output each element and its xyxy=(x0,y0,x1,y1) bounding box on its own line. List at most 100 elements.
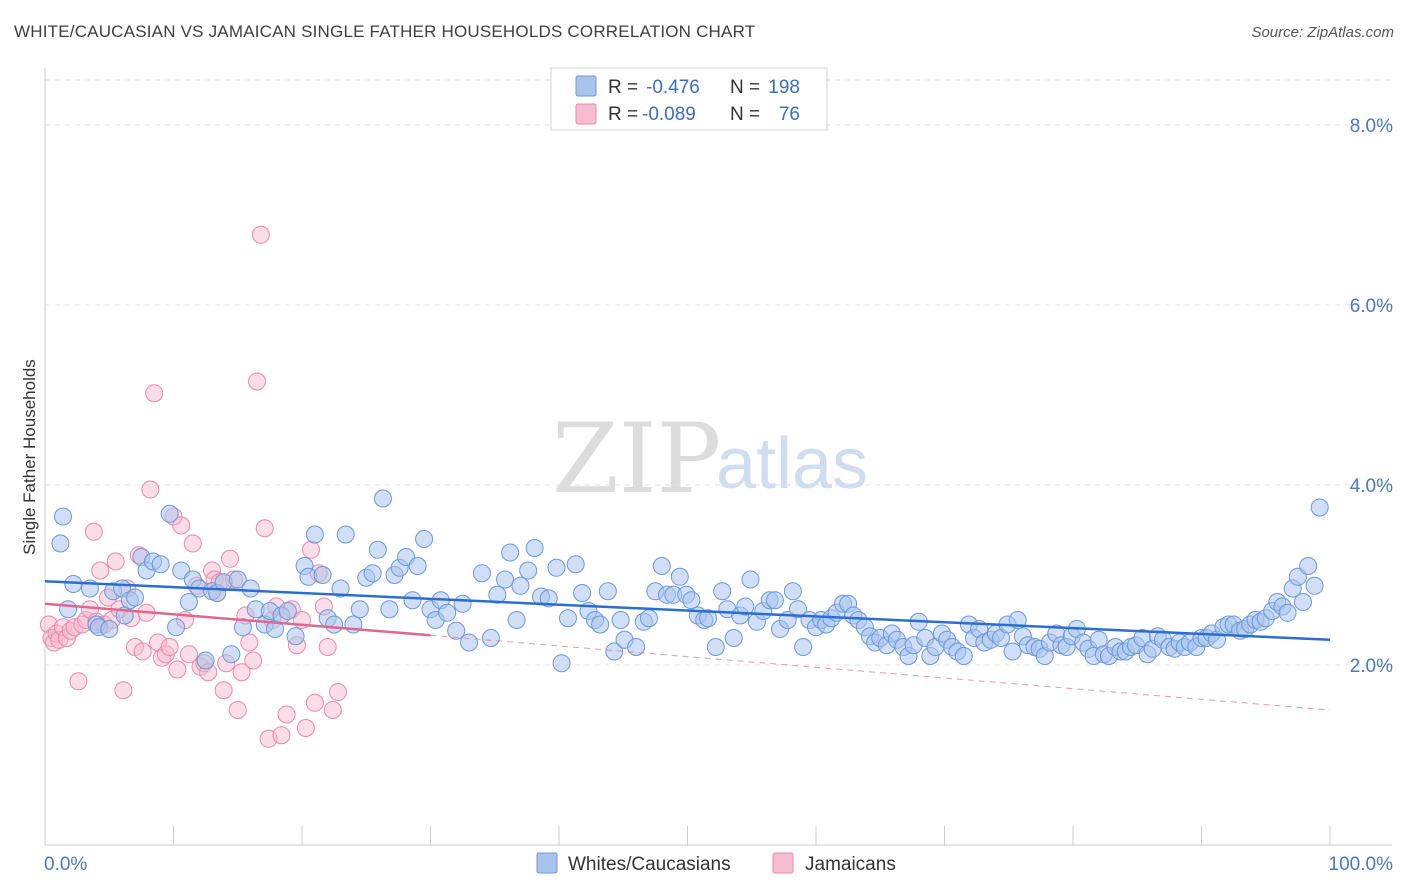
point-white xyxy=(447,621,466,640)
bottom-legend-swatch-jamaicans xyxy=(772,852,794,874)
point-jamaican xyxy=(301,540,320,559)
legend-n-label-jamaicans: N = xyxy=(730,104,760,125)
point-white xyxy=(196,651,215,670)
point-white xyxy=(652,557,671,575)
point-white xyxy=(736,597,755,616)
point-white xyxy=(100,620,119,638)
point-white xyxy=(699,609,718,628)
correlation-legend: R = -0.476 N = 198 R = -0.089 N = 76 xyxy=(550,67,828,131)
y-tick-label-0: 2.0% xyxy=(1350,656,1393,677)
legend-swatch-whites xyxy=(575,75,597,97)
point-jamaican xyxy=(179,645,198,664)
point-white xyxy=(313,566,332,584)
grid-lines xyxy=(45,79,1392,666)
trend-line-whites xyxy=(44,580,1331,642)
point-white xyxy=(519,561,538,580)
point-white xyxy=(682,591,701,610)
point-white xyxy=(228,570,247,589)
point-white xyxy=(53,507,72,526)
point-jamaican xyxy=(232,663,251,682)
point-white xyxy=(305,525,324,544)
point-jamaican xyxy=(240,633,259,652)
point-jamaican xyxy=(248,372,267,391)
point-white xyxy=(373,489,392,508)
y-tick-labels: 2.0% 4.0% 6.0% 8.0% xyxy=(1350,116,1393,677)
chart-source: Source: ZipAtlas.com xyxy=(1251,24,1394,41)
legend-n-value-jamaicans: 76 xyxy=(779,104,800,125)
bottom-legend-label-whites: Whites/Caucasians xyxy=(568,854,731,875)
point-jamaican xyxy=(84,522,103,541)
point-jamaican xyxy=(318,638,337,656)
legend-box xyxy=(550,67,828,131)
legend-n-label-whites: N = xyxy=(730,77,760,98)
point-jamaican xyxy=(145,384,164,403)
series-whites-caucasians xyxy=(51,489,1329,673)
point-white xyxy=(501,543,520,562)
point-white xyxy=(1278,603,1297,622)
point-white xyxy=(547,558,566,577)
legend-r-label-whites: R = xyxy=(608,77,638,98)
y-tick-label-3: 8.0% xyxy=(1350,116,1393,137)
point-jamaican xyxy=(168,660,187,679)
point-white xyxy=(789,600,808,619)
x-tick-label-min: 0.0% xyxy=(44,854,87,875)
point-white xyxy=(783,582,802,601)
point-jamaican xyxy=(244,651,263,670)
point-jamaican xyxy=(106,552,125,571)
point-white xyxy=(713,582,732,601)
point-white xyxy=(1299,557,1318,575)
point-white xyxy=(222,645,241,664)
x-tick-labels: 0.0% 100.0% xyxy=(44,854,1393,875)
point-jamaican xyxy=(221,549,240,568)
point-white xyxy=(59,600,78,619)
point-white xyxy=(460,633,479,652)
point-white xyxy=(794,638,813,656)
point-white xyxy=(539,589,558,608)
trend-line-jamaicans xyxy=(44,602,431,637)
point-white xyxy=(179,593,198,611)
trend-line-jamaicans-extended xyxy=(430,634,1331,711)
point-white xyxy=(1294,593,1313,611)
point-white xyxy=(573,584,592,602)
point-jamaican xyxy=(305,693,324,712)
point-jamaican xyxy=(251,225,270,244)
chart-title: WHITE/CAUCASIAN VS JAMAICAN SINGLE FATHE… xyxy=(14,22,756,41)
point-white xyxy=(415,530,434,548)
point-white xyxy=(639,609,658,628)
legend-n-value-whites: 198 xyxy=(768,77,800,98)
point-jamaican xyxy=(133,642,152,661)
point-white xyxy=(525,539,544,557)
legend-swatch-jamaicans xyxy=(575,103,597,125)
point-jamaican xyxy=(114,681,133,700)
point-jamaican xyxy=(228,701,247,719)
series-legend: Whites/Caucasians Jamaicans xyxy=(536,852,896,875)
bottom-legend-swatch-whites xyxy=(536,852,558,874)
point-white xyxy=(241,579,260,598)
point-white xyxy=(724,629,743,647)
point-jamaican xyxy=(255,519,274,538)
point-white xyxy=(611,611,630,629)
legend-r-value-jamaicans: -0.089 xyxy=(642,104,696,125)
point-white xyxy=(438,603,457,622)
point-white xyxy=(627,638,646,656)
point-jamaican xyxy=(69,672,88,691)
point-white xyxy=(1310,498,1329,517)
point-white xyxy=(481,629,500,647)
point-white xyxy=(1305,576,1324,595)
point-white xyxy=(368,540,387,559)
point-white xyxy=(472,564,491,583)
point-white xyxy=(363,564,382,583)
point-white xyxy=(507,611,526,629)
point-white xyxy=(350,600,369,619)
point-white xyxy=(765,591,784,610)
axes xyxy=(44,68,1392,846)
point-white xyxy=(598,582,617,601)
point-white xyxy=(1003,642,1022,661)
point-jamaican xyxy=(172,516,191,535)
point-jamaican xyxy=(141,480,160,499)
point-jamaican xyxy=(183,534,202,553)
point-white xyxy=(331,579,350,598)
point-white xyxy=(403,591,422,610)
series-jamaicans xyxy=(39,225,347,748)
